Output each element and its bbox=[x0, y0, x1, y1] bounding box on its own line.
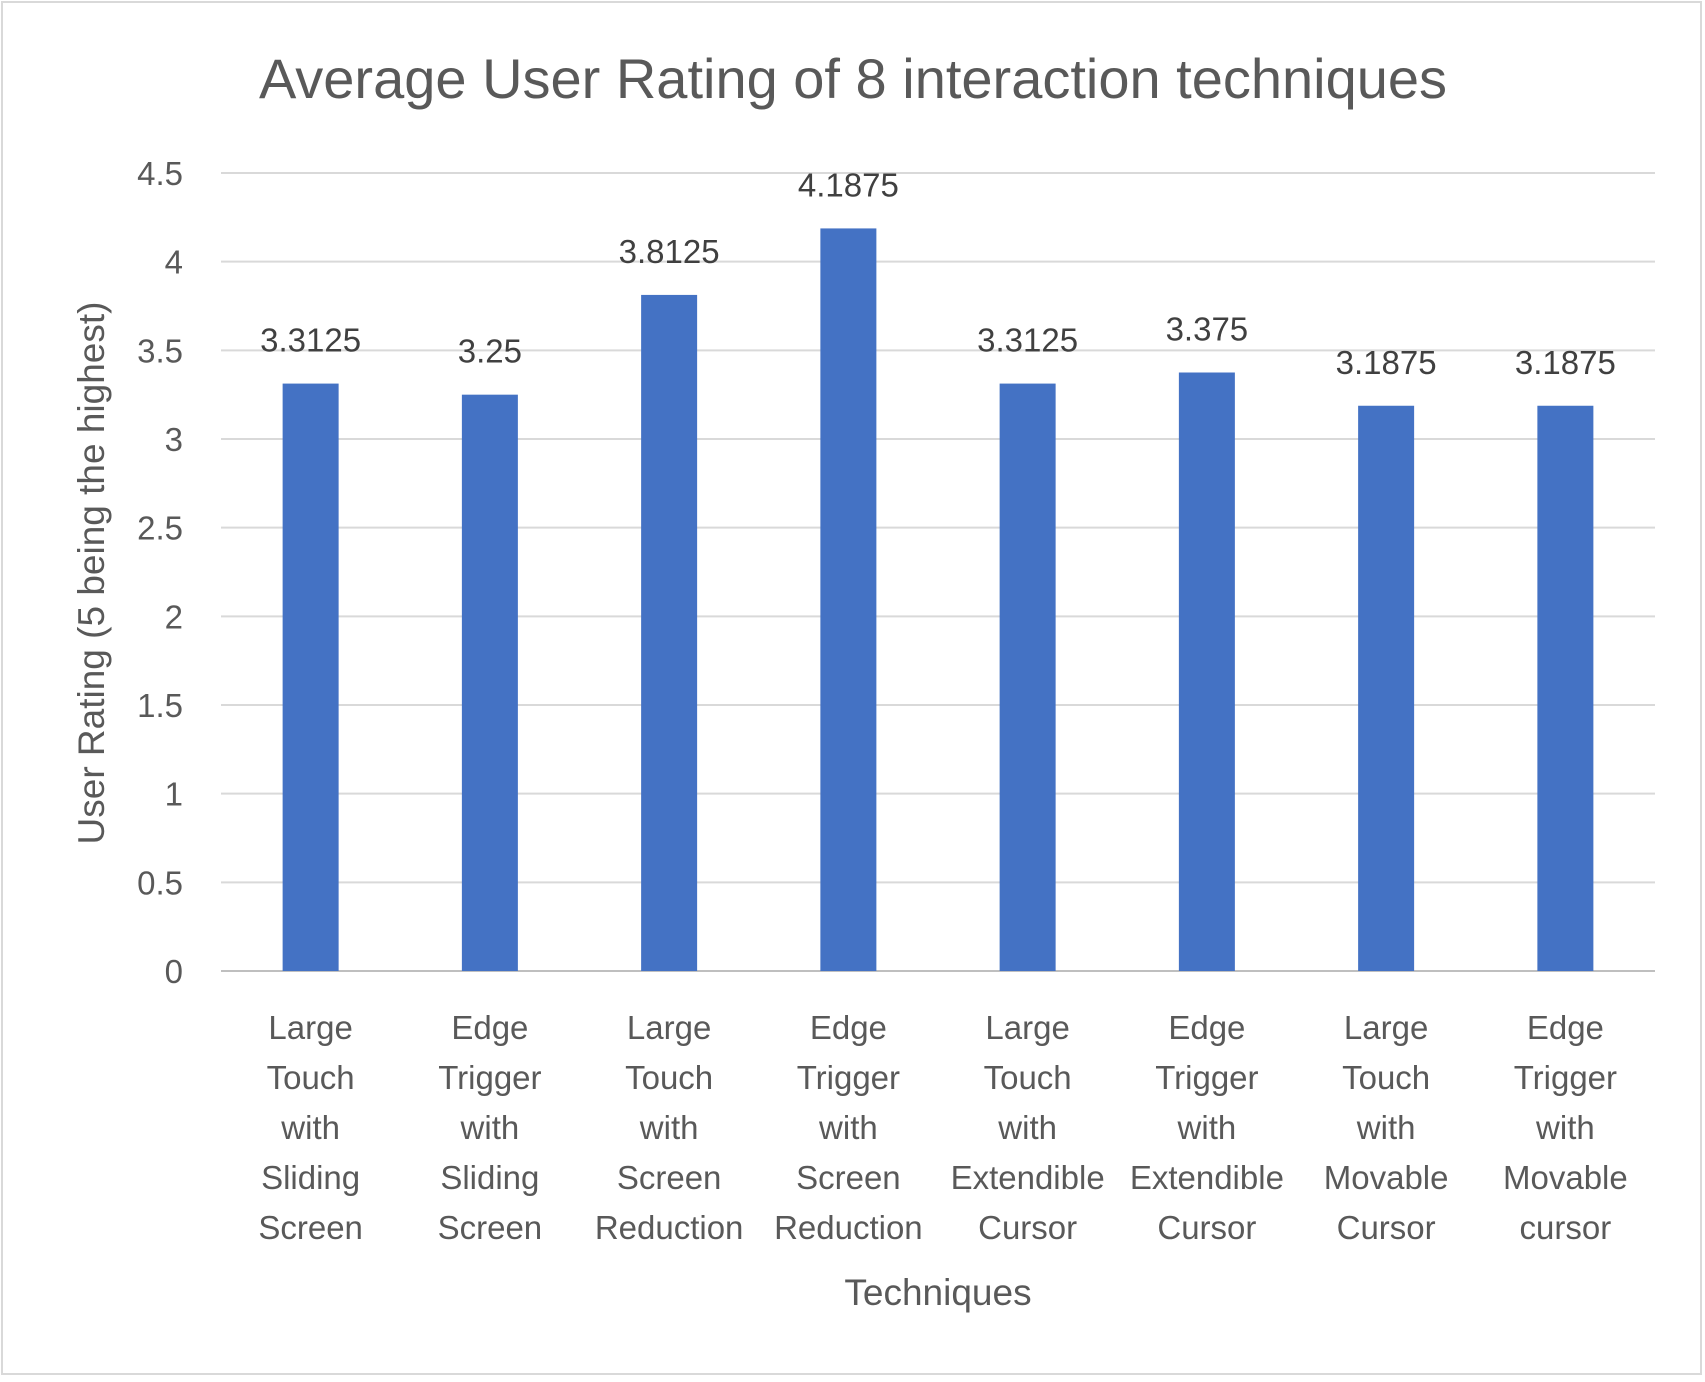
data-label: 3.3125 bbox=[260, 322, 361, 359]
x-tick-label-line: Sliding bbox=[440, 1159, 539, 1196]
x-tick-label-line: Touch bbox=[984, 1059, 1072, 1096]
y-tick-label: 3.5 bbox=[137, 332, 183, 369]
bar bbox=[461, 394, 518, 972]
y-axis-label: User Rating (5 being the highest) bbox=[71, 302, 112, 845]
data-label: 3.8125 bbox=[619, 233, 720, 270]
bars bbox=[282, 228, 1594, 972]
x-tick-label-line: Large bbox=[627, 1009, 711, 1046]
x-tick-label-line: Touch bbox=[267, 1059, 355, 1096]
data-labels: 3.3125 3.25 3.8125 4.1875 3.3125 3.375 3.1875 3… bbox=[260, 166, 1616, 380]
x-axis-label: Techniques bbox=[844, 1272, 1031, 1313]
x-tick-label-line: Trigger bbox=[438, 1059, 541, 1096]
x-tick-label-line: Extendible bbox=[1130, 1159, 1284, 1196]
bar-chart: Average User Rating of 8 interaction tec… bbox=[71, 47, 1655, 1313]
bar bbox=[820, 228, 877, 971]
chart-title: Average User Rating of 8 interaction tec… bbox=[259, 47, 1447, 110]
x-tick-label-line: Sliding bbox=[261, 1159, 360, 1196]
data-label: 3.1875 bbox=[1515, 344, 1616, 381]
x-tick-label-line: Touch bbox=[625, 1059, 713, 1096]
x-tick-label-line: Cursor bbox=[1157, 1209, 1256, 1246]
x-tick-label-line: Screen bbox=[617, 1159, 722, 1196]
bar bbox=[641, 294, 698, 972]
y-tick-label: 4.5 bbox=[137, 155, 183, 192]
x-tick-label-line: Edge bbox=[1527, 1009, 1604, 1046]
data-label: 3.375 bbox=[1166, 311, 1249, 348]
x-tick-label: Edge Trigger with Screen Reduction bbox=[774, 1009, 923, 1246]
data-label: 3.25 bbox=[458, 333, 522, 370]
bar bbox=[1537, 405, 1594, 971]
x-tick-label-line: with bbox=[997, 1109, 1057, 1146]
x-tick-label: Large Touch with Sliding Screen bbox=[258, 1009, 363, 1246]
bar bbox=[999, 383, 1056, 971]
x-tick-label-line: with bbox=[1177, 1109, 1237, 1146]
x-tick-label-line: with bbox=[280, 1109, 340, 1146]
bar bbox=[1178, 372, 1235, 971]
x-tick-label-line: Large bbox=[268, 1009, 352, 1046]
y-tick-label: 1 bbox=[165, 776, 183, 813]
x-tick-label-line: with bbox=[460, 1109, 520, 1146]
data-label: 3.1875 bbox=[1336, 344, 1437, 381]
y-tick-label: 2 bbox=[165, 598, 183, 635]
x-axis-ticks: Large Touch with Sliding Screen Edge Trigger wi… bbox=[258, 1009, 1627, 1246]
x-tick-label-line: Cursor bbox=[1337, 1209, 1436, 1246]
x-tick-label-line: with bbox=[1356, 1109, 1416, 1146]
x-tick-label-line: Edge bbox=[451, 1009, 528, 1046]
x-tick-label-line: Reduction bbox=[595, 1209, 744, 1246]
x-tick-label-line: Trigger bbox=[797, 1059, 900, 1096]
x-tick-label-line: Screen bbox=[796, 1159, 901, 1196]
x-tick-label-line: Large bbox=[1344, 1009, 1428, 1046]
x-tick-label: Large Touch with Extendible Cursor bbox=[951, 1009, 1105, 1246]
x-tick-label-line: with bbox=[1535, 1109, 1595, 1146]
y-tick-label: 0.5 bbox=[137, 864, 183, 901]
x-tick-label-line: cursor bbox=[1520, 1209, 1612, 1246]
x-tick-label-line: Edge bbox=[810, 1009, 887, 1046]
x-tick-label-line: with bbox=[639, 1109, 699, 1146]
bar bbox=[1358, 405, 1415, 971]
x-tick-label-line: Screen bbox=[438, 1209, 543, 1246]
gridlines bbox=[221, 172, 1655, 972]
x-tick-label-line: Edge bbox=[1168, 1009, 1245, 1046]
x-tick-label-line: Large bbox=[985, 1009, 1069, 1046]
x-tick-label-line: Extendible bbox=[951, 1159, 1105, 1196]
y-tick-label: 2.5 bbox=[137, 510, 183, 547]
x-tick-label-line: with bbox=[818, 1109, 878, 1146]
x-tick-label-line: Trigger bbox=[1155, 1059, 1258, 1096]
x-tick-label-line: Cursor bbox=[978, 1209, 1077, 1246]
x-tick-label: Edge Trigger with Extendible Cursor bbox=[1130, 1009, 1284, 1246]
y-tick-label: 0 bbox=[165, 953, 183, 990]
bar bbox=[282, 383, 339, 971]
data-label: 4.1875 bbox=[798, 166, 899, 203]
y-tick-label: 4 bbox=[165, 244, 183, 281]
y-tick-label: 1.5 bbox=[137, 687, 183, 724]
x-tick-label: Large Touch with Movable Cursor bbox=[1324, 1009, 1449, 1246]
data-label: 3.3125 bbox=[977, 322, 1078, 359]
x-tick-label-line: Trigger bbox=[1514, 1059, 1617, 1096]
x-tick-label: Large Touch with Screen Reduction bbox=[595, 1009, 744, 1246]
x-tick-label-line: Screen bbox=[258, 1209, 363, 1246]
x-tick-label-line: Touch bbox=[1342, 1059, 1430, 1096]
x-tick-label-line: Movable bbox=[1503, 1159, 1628, 1196]
y-tick-label: 3 bbox=[165, 421, 183, 458]
x-tick-label-line: Movable bbox=[1324, 1159, 1449, 1196]
x-tick-label: Edge Trigger with Movable cursor bbox=[1503, 1009, 1628, 1246]
x-tick-label-line: Reduction bbox=[774, 1209, 923, 1246]
y-axis-ticks: 0 0.5 1 1.5 2 2.5 3 3.5 4 4.5 bbox=[137, 155, 183, 990]
x-tick-label: Edge Trigger with Sliding Screen bbox=[438, 1009, 543, 1246]
